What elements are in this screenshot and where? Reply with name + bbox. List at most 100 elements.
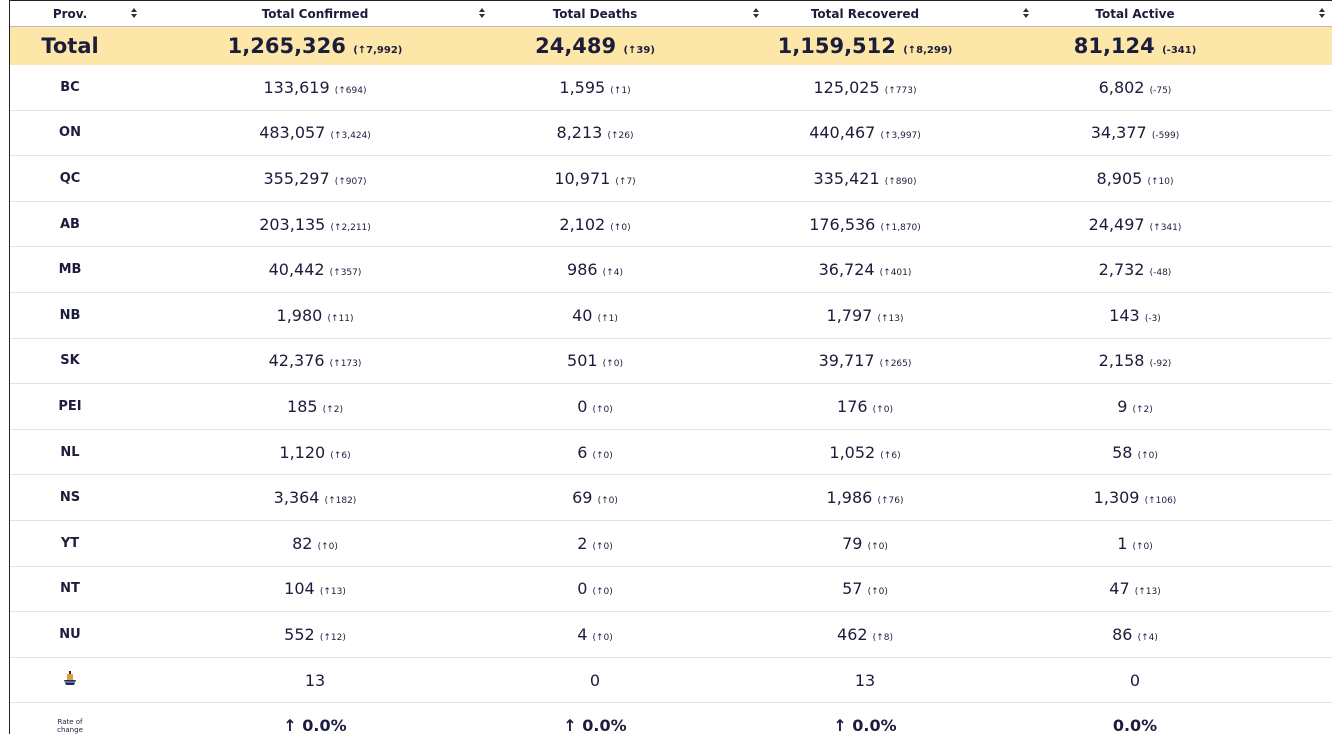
- value: 1,797: [826, 305, 873, 325]
- change: (↑0): [592, 541, 613, 552]
- change: (↑13): [877, 313, 904, 324]
- value-cell: 1,797 (↑13): [690, 292, 1040, 339]
- value-cell: 125,025 (↑773): [690, 65, 1040, 111]
- change: (↑0): [592, 632, 613, 643]
- value: 58: [1112, 442, 1133, 462]
- value-cell: 47 (↑13): [1040, 566, 1332, 613]
- value: 552: [284, 624, 315, 644]
- value: 6: [577, 442, 588, 462]
- value-cell: 0 (↑0): [500, 566, 690, 613]
- change: (↑10): [1147, 176, 1174, 187]
- province-cell: NL: [10, 429, 130, 476]
- value: 1,986: [826, 488, 873, 508]
- column-header[interactable]: Prov.: [10, 1, 130, 27]
- value-cell: 133,619 (↑694): [130, 65, 500, 111]
- value: 2,102: [559, 214, 606, 234]
- value: 125,025: [813, 77, 880, 97]
- value-cell: 483,057 (↑3,424): [130, 110, 500, 157]
- value-cell: 6,802 (-75): [1040, 65, 1332, 111]
- change: (↑0): [592, 404, 613, 415]
- ship-icon: [64, 671, 76, 686]
- change: (↑0): [592, 450, 613, 461]
- value-cell: 0: [500, 657, 690, 704]
- province-row: SK 42,376 (↑173) 501 (↑0) 39,717 (↑265) 2,15…: [10, 338, 1332, 385]
- sort-icon[interactable]: [130, 7, 138, 19]
- value: 57: [842, 579, 863, 599]
- province-label: NS: [59, 490, 81, 506]
- change: (↑2): [322, 404, 343, 415]
- change: (↑694): [334, 85, 367, 96]
- value-cell: 1,986 (↑76): [690, 474, 1040, 521]
- value: 86: [1112, 624, 1133, 644]
- sort-icon[interactable]: [752, 7, 760, 19]
- stats-table: Prov. Total Confirmed Total Deaths Total Re…: [10, 1, 1332, 734]
- province-label: AB: [60, 216, 80, 232]
- change: (↑401): [879, 268, 912, 279]
- value: 1,980: [276, 305, 323, 325]
- value: 176: [837, 396, 868, 416]
- province-cell: NT: [10, 566, 130, 613]
- change: (↑26): [607, 131, 634, 142]
- value: 10,971: [554, 168, 611, 188]
- value: ↑ 0.0%: [283, 716, 347, 734]
- sort-icon[interactable]: [1022, 7, 1030, 19]
- value: 8,213: [556, 123, 603, 143]
- change: (↑2): [1132, 404, 1153, 415]
- province-row: BC 133,619 (↑694) 1,595 (↑1) 125,025 (↑773)…: [10, 65, 1332, 111]
- value-cell: 58 (↑0): [1040, 429, 1332, 476]
- column-header[interactable]: Total Active: [1040, 1, 1332, 27]
- province-cell: AB: [10, 201, 130, 248]
- value-cell: 13: [130, 657, 500, 704]
- value-cell: 440,467 (↑3,997): [690, 110, 1040, 157]
- value-cell: ↑ 0.0%: [500, 702, 690, 734]
- column-header[interactable]: Total Deaths: [500, 1, 690, 27]
- value-cell: 42,376 (↑173): [130, 338, 500, 385]
- value-cell: 3,364 (↑182): [130, 474, 500, 521]
- value-cell: 143 (-3): [1040, 292, 1332, 339]
- change: (↑8): [872, 632, 893, 643]
- province-cell: QC: [10, 155, 130, 202]
- province-label: YT: [60, 535, 80, 551]
- value: 24,497: [1088, 214, 1145, 234]
- value-cell: 8,905 (↑10): [1040, 155, 1332, 202]
- change: (↑0): [597, 496, 618, 507]
- value-cell: 203,135 (↑2,211): [130, 201, 500, 248]
- change: (↑0): [872, 404, 893, 415]
- change: (↑357): [329, 268, 362, 279]
- province-label: SK: [60, 353, 80, 369]
- change: (↑1,870): [880, 222, 921, 233]
- value: 1: [1117, 533, 1128, 553]
- change: (↑1): [610, 85, 631, 96]
- value: 133,619: [263, 77, 330, 97]
- value: 81,124: [1073, 34, 1155, 58]
- change: (↑7): [615, 176, 636, 187]
- value-cell: 2,102 (↑0): [500, 201, 690, 248]
- value-cell: 79 (↑0): [690, 520, 1040, 567]
- change: (↑0): [592, 587, 613, 598]
- province-row: NU 552 (↑12) 4 (↑0) 462 (↑8) 86 (↑4): [10, 611, 1332, 658]
- value-cell: 1,120 (↑6): [130, 429, 500, 476]
- change: (-48): [1149, 268, 1172, 279]
- province-cell: ON: [10, 110, 130, 157]
- sort-icon[interactable]: [1318, 7, 1326, 19]
- value-cell: 335,421 (↑890): [690, 155, 1040, 202]
- value-cell: 86 (↑4): [1040, 611, 1332, 658]
- change: (↑0): [867, 587, 888, 598]
- change: (↑0): [610, 222, 631, 233]
- sort-icon[interactable]: [478, 7, 486, 19]
- value: 40: [572, 305, 593, 325]
- value: 0: [577, 579, 588, 599]
- province-label: QC: [59, 170, 81, 186]
- value: 440,467: [809, 123, 876, 143]
- value: ↑ 0.0%: [833, 716, 897, 734]
- province-label: NL: [60, 444, 80, 460]
- province-cell: PEI: [10, 383, 130, 430]
- change: (↑3,997): [880, 131, 921, 142]
- province-cell: MB: [10, 246, 130, 293]
- change: (↑265): [879, 359, 912, 370]
- province-cell: NB: [10, 292, 130, 339]
- value: 8,905: [1096, 168, 1143, 188]
- province-row: NS 3,364 (↑182) 69 (↑0) 1,986 (↑76) 1,309 (↑…: [10, 474, 1332, 521]
- column-header[interactable]: Total Recovered: [690, 1, 1040, 27]
- column-header[interactable]: Total Confirmed: [130, 1, 500, 27]
